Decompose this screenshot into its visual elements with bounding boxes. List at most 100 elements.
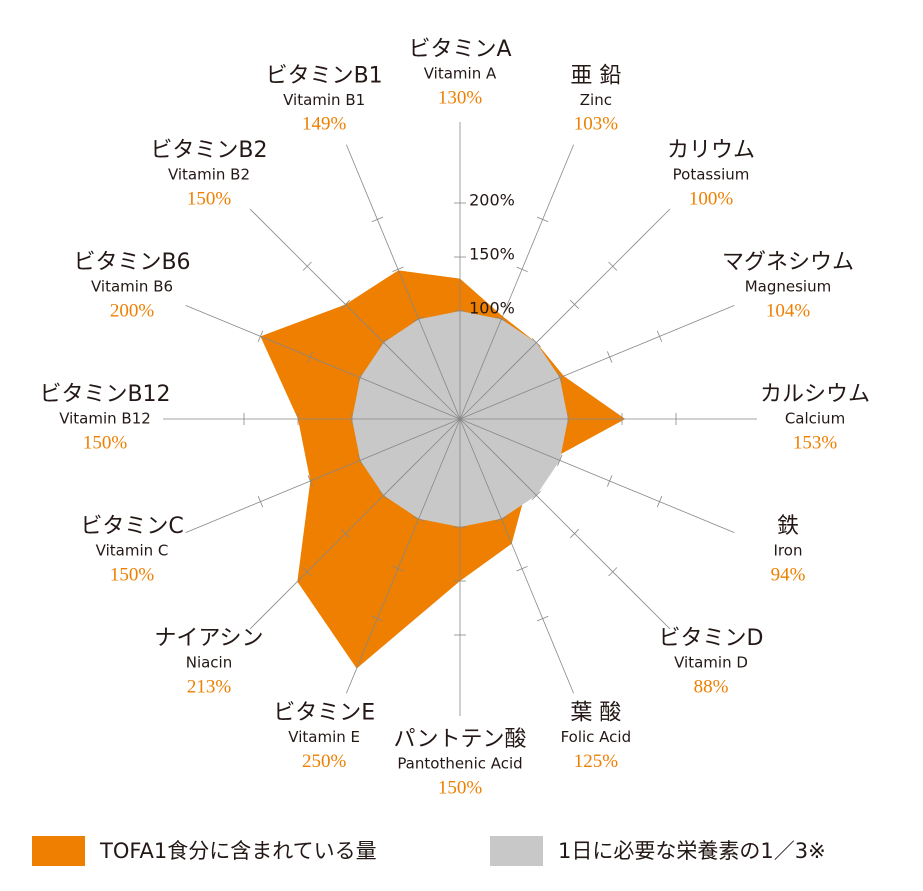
tick-mark — [607, 351, 613, 363]
category-label: ビタミンC — [80, 514, 183, 539]
value-label: 153% — [793, 432, 838, 453]
tick-mark — [302, 567, 312, 577]
axis-line — [459, 418, 671, 630]
r-tick-label: 200% — [469, 191, 515, 210]
tick-mark — [307, 351, 313, 363]
r-tick-label: 150% — [469, 245, 515, 264]
axis-line — [459, 418, 575, 694]
value-label: 104% — [766, 300, 811, 321]
tick-mark — [557, 371, 563, 384]
value-label: 150% — [110, 564, 155, 585]
category-label: 鉄 — [777, 514, 799, 539]
value-label: 213% — [187, 676, 232, 697]
value-label: 125% — [574, 751, 619, 772]
legend-swatch — [490, 836, 543, 866]
category-label: パントテン酸 — [393, 727, 526, 752]
category-label: ビタミンA — [408, 37, 511, 62]
category-label: マグネシウム — [722, 250, 854, 275]
category-label-en: Niacin — [186, 653, 233, 671]
tick-mark — [379, 490, 389, 500]
category-label: ビタミンB2 — [150, 138, 267, 163]
tick-mark — [392, 266, 404, 272]
value-label: 150% — [438, 777, 483, 798]
tick-mark — [412, 516, 425, 522]
tick-mark — [340, 299, 350, 309]
value-label: 150% — [83, 432, 128, 453]
value-label: 103% — [574, 114, 619, 135]
axis-line — [345, 418, 461, 694]
category-label-en: Vitamin E — [288, 728, 360, 746]
category-label-en: Vitamin B12 — [59, 410, 151, 428]
value-label: 130% — [438, 87, 483, 108]
category-label-en: Vitamin A — [424, 65, 497, 83]
value-label: 150% — [187, 188, 232, 209]
category-label-en: Folic Acid — [561, 728, 632, 746]
axis-line — [249, 208, 461, 420]
category-label: ビタミンB12 — [39, 382, 170, 407]
axis-line — [249, 418, 461, 630]
category-label-en: Vitamin B1 — [283, 91, 365, 109]
category-label: カルシウム — [760, 382, 870, 407]
axis-line — [459, 144, 575, 420]
tick-mark — [608, 567, 618, 577]
category-label: 亜 鉛 — [570, 63, 621, 88]
tick-mark — [412, 316, 425, 322]
tick-mark — [656, 330, 663, 343]
category-label-en: Iron — [774, 542, 803, 560]
r-tick-label: 100% — [469, 299, 515, 318]
category-label-en: Vitamin C — [96, 542, 169, 560]
category-label: ビタミンB1 — [266, 63, 383, 88]
tick-mark — [608, 261, 618, 271]
tick-mark — [531, 490, 541, 500]
category-label: ビタミンD — [659, 626, 764, 651]
tick-mark — [357, 454, 363, 467]
category-label: カリウム — [667, 138, 755, 163]
tick-mark — [357, 371, 363, 384]
tick-mark — [340, 529, 350, 539]
category-label-en: Calcium — [785, 410, 845, 428]
legend-label: 1日に必要な栄養素の1／3※ — [558, 839, 826, 863]
tick-mark — [516, 566, 528, 572]
tick-mark — [371, 615, 384, 622]
category-label-en: Pantothenic Acid — [397, 755, 522, 773]
tick-mark — [257, 330, 264, 343]
legend-label: TOFA1食分に含まれている量 — [99, 839, 377, 863]
tick-mark — [570, 299, 580, 309]
tick-mark — [379, 338, 389, 348]
axis-line — [459, 208, 671, 420]
tick-mark — [531, 338, 541, 348]
tick-mark — [495, 316, 508, 322]
category-label-en: Potassium — [673, 166, 750, 184]
value-label: 200% — [110, 300, 155, 321]
legend-swatch — [32, 836, 85, 866]
tick-mark — [495, 516, 508, 522]
tick-mark — [557, 454, 563, 467]
value-label: 88% — [694, 676, 729, 697]
value-label: 250% — [302, 751, 347, 772]
tick-mark — [536, 615, 549, 622]
category-label-en: Vitamin B2 — [168, 166, 250, 184]
axis-line — [185, 418, 461, 534]
value-label: 149% — [302, 114, 347, 135]
category-label-en: Zinc — [580, 91, 612, 109]
tick-mark — [570, 529, 580, 539]
value-label: 100% — [689, 188, 734, 209]
category-label: ビタミンE — [273, 701, 375, 726]
axis-line — [185, 304, 461, 420]
category-label: ナイアシン — [154, 626, 263, 651]
category-label: 葉 酸 — [570, 701, 621, 726]
tick-mark — [307, 475, 313, 487]
tick-mark — [656, 495, 663, 508]
tick-mark — [516, 266, 528, 272]
axis-line — [459, 418, 735, 534]
axis-line — [459, 304, 735, 420]
tick-mark — [302, 261, 312, 271]
category-label-en: Vitamin B6 — [91, 277, 173, 295]
category-label-en: Vitamin D — [674, 653, 748, 671]
tick-mark — [392, 566, 404, 572]
axis-line — [345, 144, 461, 420]
tick-mark — [371, 216, 384, 223]
category-label-en: Magnesium — [745, 277, 832, 295]
tick-mark — [607, 475, 613, 487]
